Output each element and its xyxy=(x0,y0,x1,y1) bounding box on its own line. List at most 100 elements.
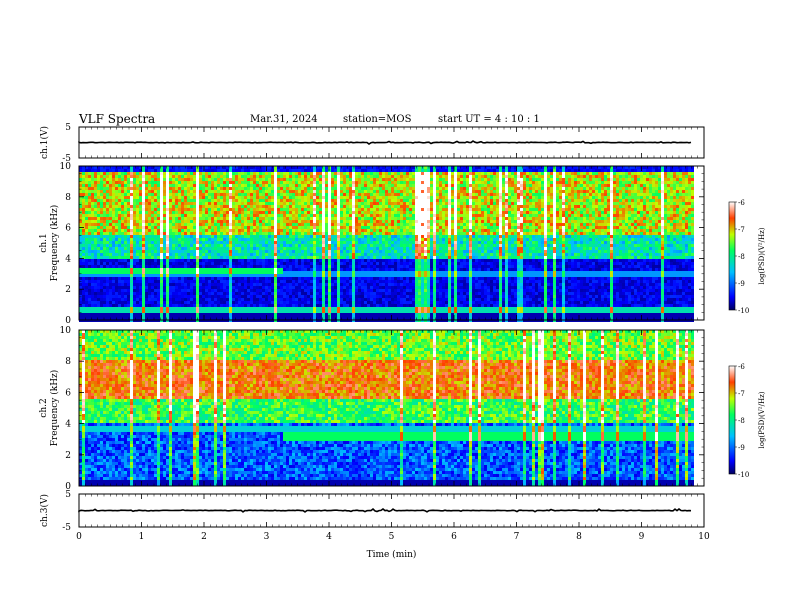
psd-cell xyxy=(190,280,193,283)
psd-cell xyxy=(169,274,172,277)
psd-cell xyxy=(88,232,91,235)
psd-cell xyxy=(181,271,184,274)
psd-cell xyxy=(280,289,283,292)
psd-cell xyxy=(193,193,196,196)
psd-cell xyxy=(346,295,349,298)
psd-cell xyxy=(199,286,202,289)
psd-cell xyxy=(322,187,325,190)
psd-cell xyxy=(250,214,253,217)
psd-cell xyxy=(256,298,259,301)
psd-cell xyxy=(181,223,184,226)
psd-cell xyxy=(184,223,187,226)
psd-cell xyxy=(241,250,244,253)
psd-cell xyxy=(340,193,343,196)
psd-cell xyxy=(121,244,124,247)
psd-cell xyxy=(103,265,106,268)
psd-cell xyxy=(232,313,235,316)
psd-cell xyxy=(82,238,85,241)
psd-cell xyxy=(181,286,184,289)
psd-cell xyxy=(223,316,226,319)
psd-cell xyxy=(157,289,160,292)
psd-cell xyxy=(94,223,97,226)
psd-cell xyxy=(256,250,259,253)
psd-cell xyxy=(184,226,187,229)
psd-cell xyxy=(304,280,307,283)
psd-cell xyxy=(175,265,178,268)
psd-cell xyxy=(115,313,118,316)
psd-cell xyxy=(337,280,340,283)
psd-cell xyxy=(232,196,235,199)
psd-cell xyxy=(130,289,133,292)
psd-cell xyxy=(283,307,286,310)
psd-cell xyxy=(220,256,223,259)
psd-cell xyxy=(91,178,94,181)
psd-cell xyxy=(211,238,214,241)
psd-cell xyxy=(109,184,112,187)
psd-cell xyxy=(94,307,97,310)
psd-cell xyxy=(172,217,175,220)
psd-cell xyxy=(286,304,289,307)
psd-cell xyxy=(340,307,343,310)
psd-cell xyxy=(232,283,235,286)
psd-cell xyxy=(94,271,97,274)
psd-cell xyxy=(328,205,331,208)
psd-cell xyxy=(343,244,346,247)
psd-cell xyxy=(295,184,298,187)
psd-cell xyxy=(307,280,310,283)
psd-cell xyxy=(190,304,193,307)
psd-cell xyxy=(277,175,280,178)
psd-cell xyxy=(340,289,343,292)
psd-cell xyxy=(259,232,262,235)
psd-cell xyxy=(295,307,298,310)
psd-cell xyxy=(286,208,289,211)
psd-cell xyxy=(232,301,235,304)
psd-cell xyxy=(277,181,280,184)
psd-cell xyxy=(202,169,205,172)
psd-cell xyxy=(343,184,346,187)
psd-cell xyxy=(277,268,280,271)
psd-cell xyxy=(136,196,139,199)
psd-cell xyxy=(295,289,298,292)
psd-cell xyxy=(271,292,274,295)
psd-cell xyxy=(94,193,97,196)
psd-cell xyxy=(109,274,112,277)
psd-cell xyxy=(340,187,343,190)
psd-cell xyxy=(115,190,118,193)
psd-cell xyxy=(349,223,352,226)
psd-cell xyxy=(145,244,148,247)
psd-cell xyxy=(238,247,241,250)
psd-cell xyxy=(262,220,265,223)
psd-cell xyxy=(91,226,94,229)
signal-trace xyxy=(78,140,692,145)
psd-cell xyxy=(241,268,244,271)
psd-cell xyxy=(184,289,187,292)
psd-cell xyxy=(313,268,316,271)
psd-cell xyxy=(109,241,112,244)
psd-cell xyxy=(325,205,328,208)
psd-cell xyxy=(145,268,148,271)
psd-cell xyxy=(199,250,202,253)
psd-cell xyxy=(310,187,313,190)
psd-cell xyxy=(232,259,235,262)
psd-cell xyxy=(316,265,319,268)
psd-cell xyxy=(331,217,334,220)
psd-cell xyxy=(208,172,211,175)
psd-cell xyxy=(352,253,355,256)
psd-cell xyxy=(328,184,331,187)
psd-cell xyxy=(343,172,346,175)
psd-cell xyxy=(148,169,151,172)
psd-cell xyxy=(154,256,157,259)
psd-cell xyxy=(217,235,220,238)
psd-cell xyxy=(133,214,136,217)
psd-cell xyxy=(238,286,241,289)
psd-cell xyxy=(79,193,82,196)
psd-cell xyxy=(88,181,91,184)
psd-cell xyxy=(277,205,280,208)
psd-cell xyxy=(244,178,247,181)
psd-cell xyxy=(331,232,334,235)
psd-cell xyxy=(229,268,232,271)
psd-cell xyxy=(79,262,82,265)
psd-cell xyxy=(316,286,319,289)
psd-cell xyxy=(130,301,133,304)
psd-cell xyxy=(160,277,163,280)
